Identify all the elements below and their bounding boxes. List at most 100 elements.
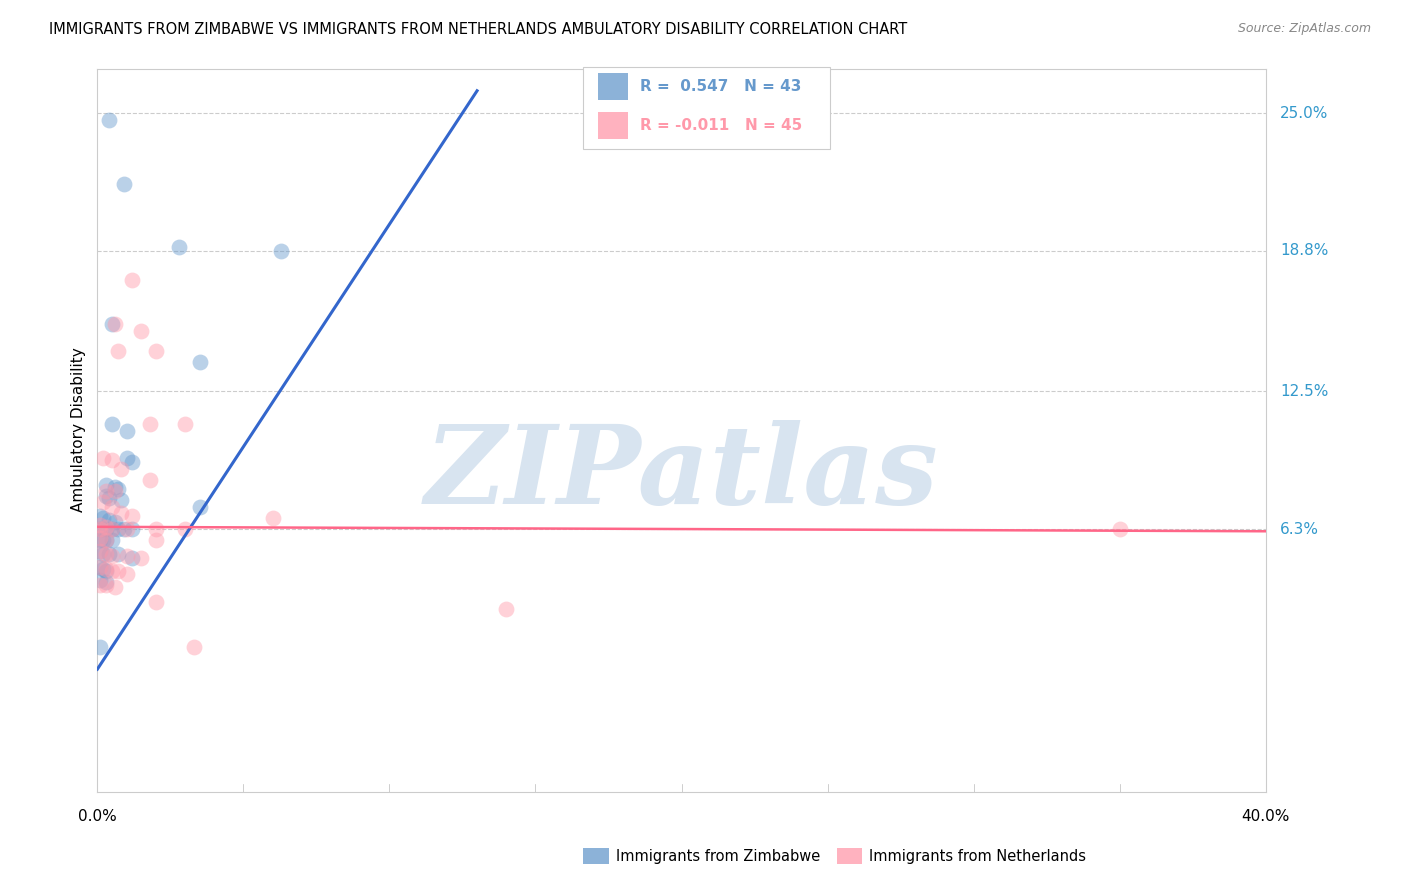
Point: [121, 551, 143, 566]
Point: [174, 417, 197, 432]
Point: [101, 500, 124, 514]
Point: [129, 324, 152, 338]
Point: [89, 560, 111, 574]
Point: [145, 522, 167, 536]
Text: 18.8%: 18.8%: [1281, 244, 1329, 259]
Point: [115, 450, 138, 465]
Point: [94, 575, 117, 590]
Point: [94, 547, 117, 561]
Point: [89, 517, 111, 532]
Point: [495, 602, 517, 616]
Point: [94, 477, 117, 491]
Point: [94, 520, 117, 534]
Point: [270, 244, 292, 258]
Point: [91, 511, 114, 525]
Point: [107, 522, 129, 536]
Point: [1108, 522, 1130, 536]
Point: [98, 112, 121, 127]
Point: [89, 544, 111, 558]
Point: [183, 640, 205, 654]
Point: [89, 573, 111, 587]
Point: [188, 500, 211, 514]
Point: [94, 533, 117, 548]
Point: [115, 522, 138, 536]
Point: [188, 355, 211, 369]
Text: ZIPatlas: ZIPatlas: [425, 419, 938, 527]
Point: [110, 462, 132, 476]
Point: [101, 318, 124, 332]
Point: [98, 491, 121, 505]
Point: [107, 344, 129, 359]
Point: [121, 273, 143, 287]
Point: [145, 344, 167, 359]
Point: [94, 533, 117, 548]
Point: [101, 417, 124, 432]
Point: [101, 564, 124, 578]
Point: [94, 577, 117, 591]
Text: 40.0%: 40.0%: [1241, 809, 1289, 824]
Point: [89, 544, 111, 558]
Point: [107, 547, 129, 561]
Point: [89, 577, 111, 591]
Point: [94, 489, 117, 503]
Point: [89, 508, 111, 523]
Point: [94, 564, 117, 578]
Point: [115, 549, 138, 563]
Point: [98, 547, 121, 561]
Point: [94, 562, 117, 576]
Text: 12.5%: 12.5%: [1281, 384, 1329, 399]
Point: [101, 522, 124, 536]
Point: [104, 484, 127, 499]
Point: [104, 480, 127, 494]
Point: [110, 493, 132, 508]
Text: Immigrants from Netherlands: Immigrants from Netherlands: [869, 849, 1085, 863]
Point: [89, 522, 111, 536]
Point: [91, 522, 114, 536]
Point: [112, 178, 135, 192]
Point: [94, 484, 117, 499]
Point: [101, 522, 124, 536]
Point: [89, 522, 111, 536]
Point: [129, 551, 152, 566]
Point: [101, 549, 124, 563]
Point: [89, 533, 111, 548]
Point: [139, 473, 162, 487]
Y-axis label: Ambulatory Disability: Ambulatory Disability: [72, 348, 86, 512]
Text: R = -0.011   N = 45: R = -0.011 N = 45: [640, 119, 801, 133]
Point: [91, 562, 114, 576]
Point: [101, 533, 124, 548]
Point: [91, 450, 114, 465]
Point: [115, 566, 138, 581]
Point: [121, 522, 143, 536]
Point: [104, 580, 127, 594]
Point: [262, 511, 284, 525]
Text: 25.0%: 25.0%: [1281, 105, 1329, 120]
Point: [98, 513, 121, 527]
Point: [107, 482, 129, 496]
Point: [104, 318, 127, 332]
Point: [89, 640, 111, 654]
Text: 0.0%: 0.0%: [77, 809, 117, 824]
Point: [115, 424, 138, 438]
Point: [91, 547, 114, 561]
Text: R =  0.547   N = 43: R = 0.547 N = 43: [640, 79, 801, 94]
Point: [94, 522, 117, 536]
Point: [174, 522, 197, 536]
Point: [91, 495, 114, 509]
Point: [104, 516, 127, 530]
Point: [145, 533, 167, 548]
Point: [139, 417, 162, 432]
Point: [110, 507, 132, 521]
Point: [89, 531, 111, 545]
Point: [167, 239, 190, 253]
Point: [145, 595, 167, 609]
Point: [89, 560, 111, 574]
Text: 6.3%: 6.3%: [1281, 522, 1319, 537]
Point: [107, 564, 129, 578]
Text: Source: ZipAtlas.com: Source: ZipAtlas.com: [1237, 22, 1371, 36]
Point: [112, 522, 135, 536]
Point: [121, 508, 143, 523]
Point: [121, 455, 143, 469]
Text: IMMIGRANTS FROM ZIMBABWE VS IMMIGRANTS FROM NETHERLANDS AMBULATORY DISABILITY CO: IMMIGRANTS FROM ZIMBABWE VS IMMIGRANTS F…: [49, 22, 907, 37]
Point: [91, 533, 114, 548]
